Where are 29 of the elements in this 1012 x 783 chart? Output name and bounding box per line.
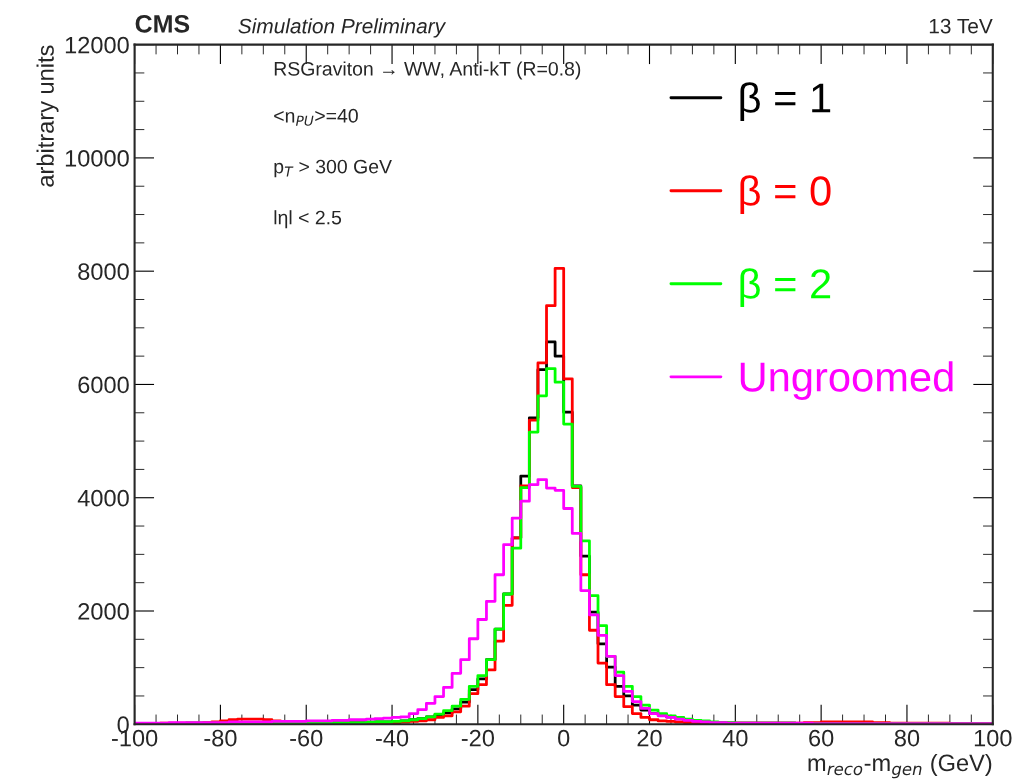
y-tick-label: 6000	[78, 376, 129, 394]
x-tick-label: -40	[376, 729, 409, 747]
x-tick-label: 0	[558, 729, 570, 747]
text: 13 TeV	[929, 18, 993, 34]
y-tick-label: 4000	[77, 489, 129, 507]
annotation: p$_{T}$ > 300 GeV	[274, 159, 392, 178]
y-tick-label: 8000	[78, 263, 129, 280]
legend-label: β = 1	[740, 82, 831, 121]
y-tick-label: 10000	[65, 149, 129, 167]
annotation: <n$_{PU}$>=40	[274, 108, 358, 126]
y-tick-label: 12000	[65, 36, 129, 54]
x-tick-label: -80	[204, 729, 237, 747]
x-tick-label: 100	[974, 729, 1012, 747]
annotation: RSGraviton → WW, Anti-kT (R=0.8)	[274, 61, 581, 80]
x-tick-label: -20	[461, 729, 495, 747]
legend-label: Ungroomed	[740, 361, 953, 400]
x-tick-label: 60	[809, 729, 834, 747]
x-tick-label: 20	[637, 729, 662, 747]
y-axis-title: arbitrary units	[36, 45, 59, 187]
annotation: lηl < 2.5	[274, 210, 342, 229]
legend-label: β = 0	[740, 175, 831, 214]
x-tick-label: -60	[290, 729, 323, 747]
legend-label: β = 2	[740, 268, 831, 307]
x-tick-label: 80	[894, 729, 920, 747]
x-axis-title: m$_{reco}$-m$_{gen}$ (GeV)	[808, 753, 992, 779]
y-tick-label: 2000	[78, 603, 129, 620]
chart-subtitle: Simulation Preliminary	[238, 18, 447, 38]
x-tick-label: 40	[722, 729, 748, 747]
chart-title: CMS	[135, 14, 190, 33]
